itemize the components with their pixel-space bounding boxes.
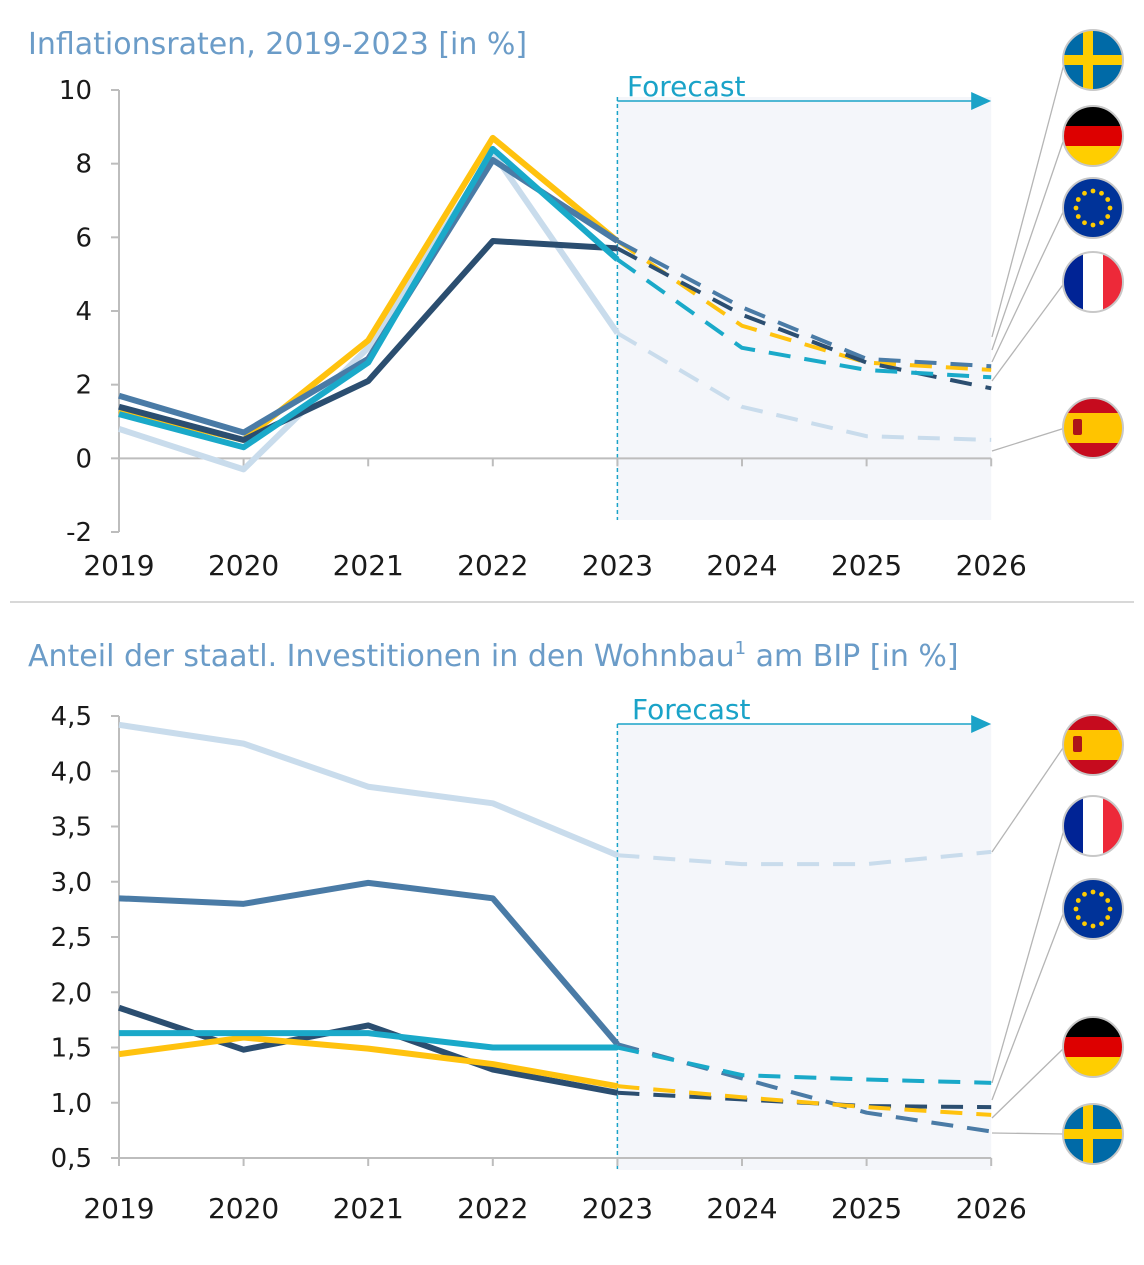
forecast-arrow-icon (971, 92, 992, 110)
y-tick-label: 2 (75, 371, 92, 401)
forecast-area (617, 97, 992, 520)
chart2-title: Anteil der staatl. Investitionen in den … (28, 638, 959, 674)
y-tick-label: 3,0 (51, 868, 92, 898)
chart2-title-sup: 1 (735, 638, 746, 659)
x-tick-label: 2021 (333, 549, 404, 582)
x-tick-label: 2020 (208, 1192, 279, 1225)
series-se-actual (118, 156, 620, 436)
legend-leader-line (991, 1046, 1066, 1119)
x-tick-label: 2024 (706, 549, 777, 582)
chart2-title-main: Anteil der staatl. Investitionen in den … (28, 639, 735, 674)
series-de-actual (118, 238, 618, 443)
x-tick-label: 2019 (83, 1192, 154, 1225)
series-se-forecast (616, 239, 992, 369)
x-tick-label: 2022 (457, 549, 528, 582)
forecast-label: Forecast (632, 693, 751, 726)
y-tick-label: -2 (66, 518, 92, 548)
legend-leader-line (991, 825, 1066, 1084)
x-tick-label: 2026 (956, 549, 1027, 582)
y-tick-label: 8 (75, 150, 92, 180)
eu-flag-icon (1062, 878, 1124, 940)
y-tick-label: 1,5 (51, 1034, 92, 1064)
y-tick-label: 4,5 (51, 702, 92, 732)
y-tick-label: 2,5 (51, 923, 92, 953)
eu-flag-icon (1062, 177, 1124, 239)
germany-flag-icon (1062, 1016, 1124, 1078)
y-tick-label: 6 (75, 223, 92, 253)
y-tick-label: 0 (75, 444, 92, 474)
legend-leader-line (991, 207, 1066, 363)
legend-leader-line (991, 1132, 1066, 1135)
x-tick-label: 2025 (831, 1192, 902, 1225)
x-tick-label: 2019 (83, 549, 154, 582)
x-tick-label: 2021 (333, 1192, 404, 1225)
x-tick-label: 2022 (457, 1192, 528, 1225)
germany-flag-icon (1062, 105, 1124, 167)
legend-leader-line (991, 59, 1066, 338)
y-tick-label: 3,5 (51, 813, 92, 843)
series-es-actual (118, 721, 619, 858)
y-tick-label: 10 (59, 76, 92, 106)
series-se-actual (118, 879, 620, 1047)
y-tick-label: 2,0 (51, 978, 92, 1008)
series-fr-forecast (616, 239, 992, 372)
chart1-title: Inflationsraten, 2019-2023 [in %] (28, 27, 527, 62)
spain-flag-icon (1062, 397, 1124, 459)
x-tick-label: 2024 (706, 1192, 777, 1225)
x-tick-label: 2023 (582, 1192, 653, 1225)
series-fr-actual (118, 134, 620, 443)
series-es-forecast (616, 331, 992, 442)
series-se-forecast (616, 1042, 992, 1134)
sweden-flag-icon (1062, 29, 1124, 91)
sweden-flag-icon (1062, 1103, 1124, 1165)
series-fr-forecast (617, 1084, 992, 1117)
y-tick-label: 1,0 (51, 1089, 92, 1119)
spain-flag-icon (1062, 714, 1124, 776)
y-tick-label: 4 (75, 297, 92, 327)
x-tick-label: 2026 (956, 1192, 1027, 1225)
x-tick-label: 2020 (208, 549, 279, 582)
series-es-actual (118, 149, 620, 473)
forecast-arrow-icon (971, 715, 992, 733)
x-tick-label: 2023 (582, 549, 653, 582)
y-tick-label: 0,5 (51, 1144, 92, 1174)
forecast-label: Forecast (627, 70, 746, 103)
series-es-forecast (617, 849, 992, 867)
legend-leader-line (991, 427, 1066, 452)
series-eu-forecast (616, 257, 992, 380)
legend-leader-line (991, 744, 1066, 853)
chart2-title-rest: am BIP [in %] (746, 639, 959, 674)
legend-leader-line (991, 135, 1066, 351)
series-eu-actual (119, 1030, 618, 1051)
y-tick-label: 4,0 (51, 757, 92, 787)
france-flag-icon (1062, 251, 1124, 313)
inflation-chart: Forecast -2 0 2 4 6 8 10 2019 2020 2021 2022 2023 202… (59, 29, 1124, 582)
housing-investment-chart: Forecast 0,5 1,0 1,5 2,0 2,5 3,0 3,5 4,0 4,5 2019 2… (51, 693, 1124, 1225)
x-tick-label: 2025 (831, 549, 902, 582)
legend-leader-line (991, 908, 1066, 1101)
france-flag-icon (1062, 795, 1124, 857)
legend-leader-line (991, 281, 1066, 382)
series-eu-forecast (616, 1045, 992, 1085)
series-fr-actual (118, 1034, 618, 1090)
series-eu-actual (118, 145, 620, 451)
